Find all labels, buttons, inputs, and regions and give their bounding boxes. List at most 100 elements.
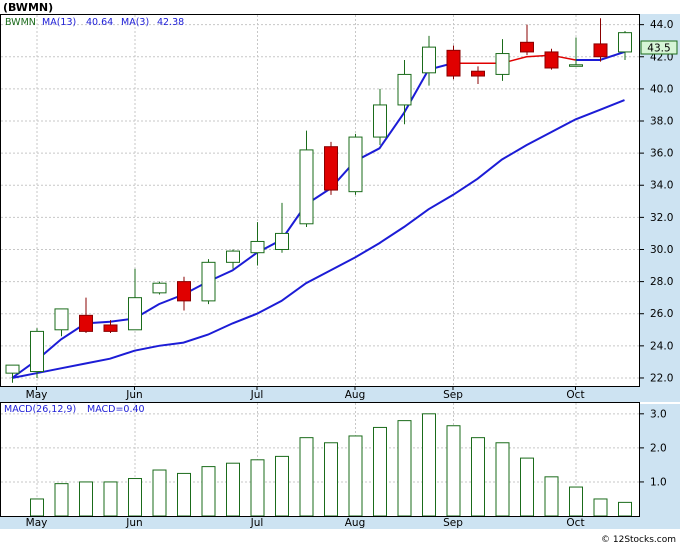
candle-body-down <box>593 43 608 58</box>
macd-bar <box>373 426 387 517</box>
legend-ma13-label: MA(13) <box>42 17 76 28</box>
month-label: Sep <box>443 389 463 401</box>
candle <box>103 320 118 333</box>
legend-ma13-value: 40.64 <box>86 17 113 28</box>
price-tick-label: 32.0 <box>650 212 673 224</box>
macd-panel-frame <box>0 402 640 517</box>
last-price-label: 43.5 <box>647 43 670 55</box>
macd-month-label: Sep <box>443 517 463 529</box>
candle <box>544 48 559 70</box>
candle-body-up <box>128 297 142 331</box>
price-tick-layer: 22.0 24.0 26.0 28.0 30.0 32.0 34.0 36.0 38.0 40.0… <box>639 19 673 384</box>
candle <box>30 328 44 378</box>
price-tick-label: 26.0 <box>650 308 673 320</box>
month-label: May <box>26 389 48 401</box>
macd-month-label: Jun <box>125 517 142 529</box>
macd-bar <box>128 478 142 517</box>
macd-bar <box>226 462 240 517</box>
macd-bar <box>177 472 191 517</box>
legend-ma3-value: 42.38 <box>157 17 184 28</box>
price-tick-label: 36.0 <box>650 148 673 160</box>
macd-bar <box>446 425 461 517</box>
candle-body-up <box>569 64 583 67</box>
candle <box>471 66 485 85</box>
candle-body-up <box>373 104 387 138</box>
macd-bar <box>103 481 118 517</box>
macd-legend-label: MACD(26,12,9) <box>4 404 76 415</box>
macd-bar <box>422 413 436 517</box>
price-tick-label: 40.0 <box>650 83 673 95</box>
macd-bar <box>544 476 559 517</box>
candle-body-up <box>30 330 44 373</box>
macd-bar <box>324 442 338 517</box>
macd-bar <box>30 498 44 517</box>
price-panel-frame <box>0 14 640 387</box>
candle <box>5 364 20 383</box>
price-tick-label: 44.0 <box>650 19 673 31</box>
price-legend: BWMN MA(13) 40.64 MA(3) 42.38 <box>5 17 184 28</box>
candle-body-down <box>471 70 485 77</box>
candle <box>128 268 142 331</box>
macd-tick-label: 3.0 <box>650 408 667 420</box>
macd-month-label: Oct <box>566 517 584 529</box>
month-label: Oct <box>566 389 584 401</box>
month-label: Aug <box>345 389 366 401</box>
candle-body-up <box>348 136 363 193</box>
candle <box>569 37 583 67</box>
candle-body-up <box>422 46 436 74</box>
candle <box>446 45 461 80</box>
candle-body-down <box>79 314 93 332</box>
candle <box>152 281 167 295</box>
price-tick-label: 22.0 <box>650 372 673 384</box>
candle-layer <box>5 18 632 383</box>
macd-bar <box>495 442 510 517</box>
macd-bar <box>152 469 167 517</box>
date-axis-band-top <box>0 386 680 402</box>
grid-layer <box>1 15 639 516</box>
candle-body-down <box>177 281 191 302</box>
candle-body-up <box>226 250 240 263</box>
macd-month-label: Aug <box>345 517 366 529</box>
candle <box>348 133 363 195</box>
macd-legend-value: MACD=0.40 <box>87 404 145 415</box>
candle <box>324 141 338 195</box>
candle <box>397 59 412 125</box>
candle-body-down <box>544 51 559 69</box>
macd-bar <box>520 457 534 517</box>
legend-ma3-label: MA(3) <box>121 17 149 28</box>
legend-symbol: BWMN <box>5 17 36 28</box>
price-tick-label: 28.0 <box>650 276 673 288</box>
price-axis-band <box>639 14 680 386</box>
month-label-layer: May May Jun Jun Jul Jul Aug Aug Sep Sep Oct Oct <box>26 386 585 529</box>
macd-bar <box>79 481 93 517</box>
month-label: Jun <box>125 389 142 401</box>
candle <box>618 31 632 60</box>
macd-bar <box>569 486 583 517</box>
macd-bar-layer <box>30 413 632 517</box>
price-tick-label: 24.0 <box>650 340 673 352</box>
macd-axis-band <box>639 404 680 516</box>
candle <box>201 259 216 305</box>
candle <box>250 222 265 266</box>
macd-bar <box>275 455 289 517</box>
candle <box>422 35 436 86</box>
price-tick-label: 34.0 <box>650 180 673 192</box>
last-price-badge <box>640 40 678 55</box>
candle <box>226 249 240 269</box>
price-tick-label: 38.0 <box>650 116 673 128</box>
candle-body-up <box>152 282 167 294</box>
macd-bar <box>618 501 632 517</box>
macd-bar <box>54 483 69 517</box>
macd-bar <box>397 420 412 517</box>
macd-month-label: May <box>26 517 48 529</box>
candle-body-up <box>495 53 510 75</box>
candle-body-up <box>397 73 412 106</box>
chart-title: (BWMN) <box>3 1 53 14</box>
candle <box>495 39 510 81</box>
macd-bar <box>348 435 363 517</box>
macd-bar <box>471 437 485 517</box>
watermark: © 12Stocks.com <box>601 535 676 545</box>
candle <box>299 130 314 227</box>
candle <box>79 297 93 333</box>
